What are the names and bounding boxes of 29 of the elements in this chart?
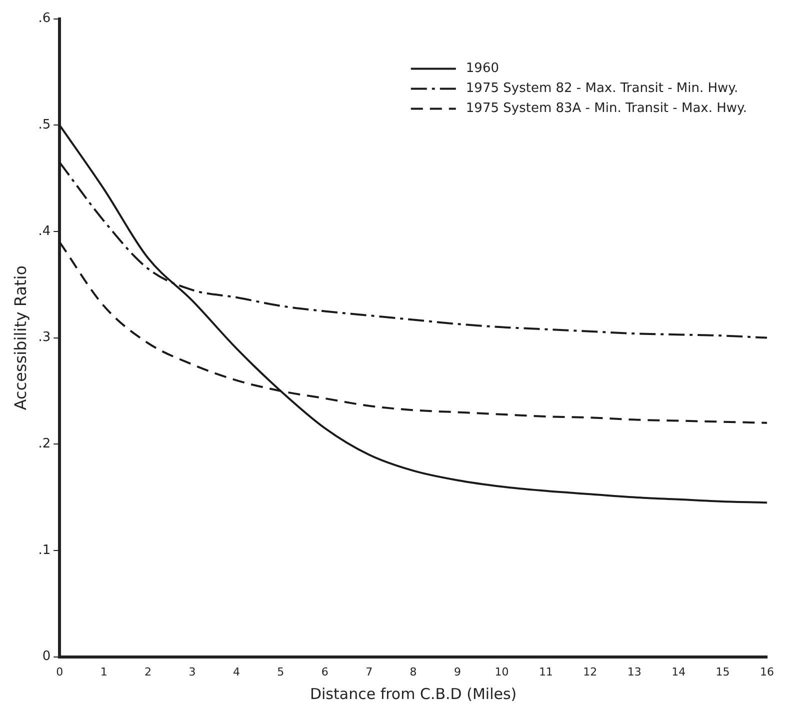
legend-label: 1975 System 83A - Min. Transit - Max. Hwy. bbox=[466, 101, 748, 116]
x-tick-label: 5 bbox=[277, 665, 284, 678]
x-axis-title: Distance from C.B.D (Miles) bbox=[310, 684, 517, 703]
x-tick-label: 0 bbox=[56, 665, 64, 678]
y-tick-label: .4 bbox=[38, 224, 51, 239]
y-tick-label: .6 bbox=[38, 11, 51, 26]
x-tick-label: 1 bbox=[100, 665, 108, 678]
x-tick-label: 10 bbox=[494, 665, 509, 678]
x-tick-label: 13 bbox=[627, 665, 642, 678]
x-tick-label: 11 bbox=[538, 665, 553, 678]
legend-label: 1975 System 82 - Max. Transit - Min. Hwy. bbox=[466, 81, 738, 96]
x-tick-label: 2 bbox=[144, 665, 152, 678]
x-tick-label: 15 bbox=[716, 665, 730, 678]
x-tick-label: 4 bbox=[232, 665, 240, 678]
x-tick-label: 7 bbox=[366, 665, 373, 678]
x-tick-label: 3 bbox=[188, 665, 196, 678]
y-tick-label: .1 bbox=[38, 542, 51, 558]
y-tick-label: .3 bbox=[38, 330, 51, 346]
x-tick-label: 14 bbox=[672, 665, 686, 678]
y-axis-title: Accessibility Ratio bbox=[10, 265, 30, 410]
y-tick-label: 0 bbox=[42, 649, 51, 664]
x-tick-label: 12 bbox=[583, 665, 598, 678]
y-tick-label: .2 bbox=[38, 436, 51, 452]
x-tick-label: 8 bbox=[410, 665, 417, 678]
x-tick-label: 16 bbox=[760, 665, 774, 678]
x-tick-label: 6 bbox=[321, 665, 328, 678]
legend-label: 1960 bbox=[466, 61, 500, 76]
x-tick-label: 9 bbox=[454, 665, 462, 678]
y-tick-label: .5 bbox=[38, 118, 51, 133]
